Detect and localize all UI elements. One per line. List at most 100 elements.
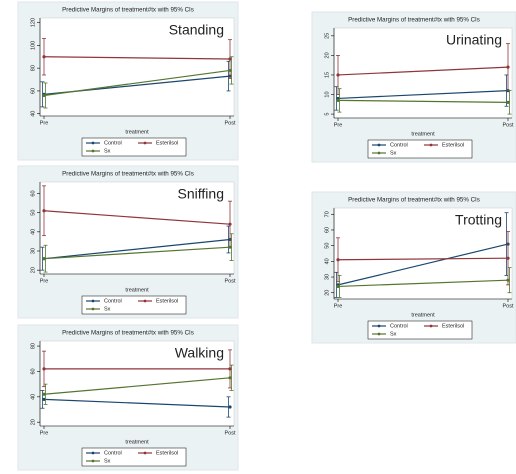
legend-marker <box>91 141 95 145</box>
point <box>336 258 340 262</box>
series-line <box>43 210 231 225</box>
legend-marker <box>91 299 95 303</box>
y-tick-label: 25 <box>324 33 330 39</box>
point <box>228 57 232 61</box>
point <box>336 284 340 289</box>
legend-marker <box>377 324 381 328</box>
chart-title: Predictive Margins of treatment#tx with … <box>348 197 480 204</box>
y-tick-label: 40 <box>30 229 36 235</box>
legend-marker <box>143 451 147 455</box>
y-tick-label: 40 <box>324 258 330 264</box>
chart-title: Predictive Margins of treatment#tx with … <box>62 171 194 178</box>
x-tick-label: Post <box>224 120 235 126</box>
y-tick-label: 5 <box>324 113 330 116</box>
x-tick-label: Pre <box>40 430 49 436</box>
series-line <box>337 279 509 288</box>
legend-marker <box>91 451 95 455</box>
chart-title: Predictive Margins of treatment#tx with … <box>62 330 194 337</box>
legend-label: Sx <box>104 458 111 464</box>
x-tick-label: Pre <box>334 303 343 309</box>
legend <box>367 139 473 159</box>
y-tick-label: 20 <box>324 290 330 296</box>
point <box>42 93 46 98</box>
legend <box>81 295 187 315</box>
y-tick-label: 30 <box>324 274 330 280</box>
legend-label: Control <box>104 298 122 304</box>
x-axis-label: treatment <box>411 131 435 137</box>
series-line <box>43 69 231 97</box>
point <box>42 367 46 371</box>
y-tick-label: 60 <box>30 190 36 196</box>
point <box>228 367 232 371</box>
y-tick-label: 20 <box>30 419 36 425</box>
legend-label: Esterilsol <box>442 142 464 148</box>
point <box>42 392 46 396</box>
series-line <box>337 99 509 103</box>
y-tick-label: 40 <box>30 394 36 400</box>
series-line <box>43 56 231 60</box>
x-tick-label: Pre <box>40 278 49 284</box>
legend-marker <box>377 332 381 336</box>
x-axis-label: treatment <box>411 312 435 318</box>
legend-label: Esterilsol <box>156 140 178 146</box>
legend-marker <box>377 151 381 155</box>
legend-label: Sx <box>390 150 397 156</box>
point <box>42 209 46 213</box>
annotation: Urinating <box>446 32 502 48</box>
legend-label: Esterilsol <box>156 450 178 456</box>
y-tick-label: 100 <box>30 41 36 50</box>
legend-label: Control <box>390 142 408 148</box>
series-line <box>43 238 231 260</box>
x-tick-label: Post <box>502 122 513 128</box>
point <box>42 257 46 261</box>
legend-label: Control <box>104 450 122 456</box>
x-tick-label: Pre <box>40 120 49 126</box>
legend <box>81 137 187 157</box>
legend-label: Esterilsol <box>156 298 178 304</box>
point <box>42 397 46 401</box>
x-tick-label: Post <box>224 278 235 284</box>
chart-title: Predictive Margins of treatment#tx with … <box>348 17 480 24</box>
legend-label: Esterilsol <box>442 323 464 329</box>
x-axis-label: treatment <box>125 439 149 445</box>
series-line <box>337 66 509 76</box>
y-tick-label: 10 <box>324 91 330 97</box>
legend-label: Sx <box>104 148 111 154</box>
legend-marker <box>429 324 433 328</box>
point <box>506 278 510 282</box>
annotation: Sniffing <box>178 186 224 202</box>
legend <box>81 447 187 467</box>
chart-title: Predictive Margins of treatment#tx with … <box>62 7 194 14</box>
legend-marker <box>91 149 95 153</box>
legend <box>367 320 473 340</box>
y-tick-label: 60 <box>324 227 330 233</box>
y-tick-label: 80 <box>30 65 36 71</box>
legend-marker <box>143 141 147 145</box>
point <box>228 222 232 226</box>
plot-area <box>39 181 235 275</box>
x-tick-label: Pre <box>334 122 343 128</box>
y-tick-label: 20 <box>30 267 36 273</box>
annotation: Trotting <box>455 212 502 228</box>
y-tick-label: 30 <box>30 248 36 254</box>
point <box>228 376 232 380</box>
y-tick-label: 120 <box>30 18 36 27</box>
point <box>42 55 46 59</box>
y-tick-label: 60 <box>30 368 36 374</box>
point <box>228 405 232 409</box>
y-tick-label: 60 <box>30 88 36 94</box>
legend-label: Control <box>104 140 122 146</box>
y-tick-label: 70 <box>324 211 330 217</box>
legend-marker <box>429 143 433 147</box>
point <box>506 256 510 260</box>
x-axis-label: treatment <box>125 129 149 135</box>
annotation: Standing <box>169 22 224 38</box>
point <box>506 65 510 69</box>
plot-area <box>39 17 235 117</box>
x-tick-label: Post <box>224 430 235 436</box>
legend-label: Control <box>390 323 408 329</box>
series-line <box>43 398 231 408</box>
legend-marker <box>143 299 147 303</box>
point <box>336 73 340 77</box>
